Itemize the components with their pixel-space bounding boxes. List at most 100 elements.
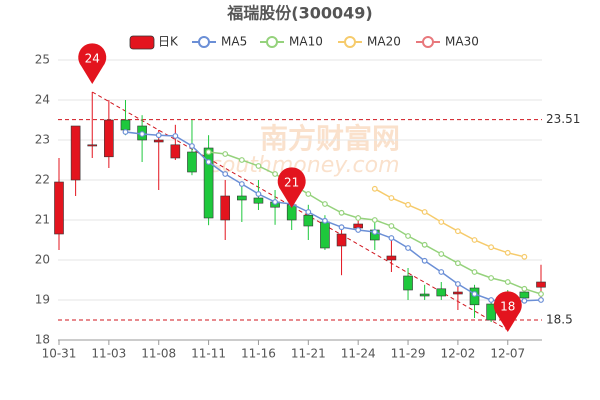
ma-point bbox=[355, 227, 362, 233]
ma-point bbox=[521, 297, 528, 304]
ma-point bbox=[272, 199, 278, 205]
ma-point bbox=[371, 229, 378, 235]
ma-point bbox=[405, 233, 411, 239]
ma-point bbox=[222, 151, 229, 157]
candle-body bbox=[419, 293, 430, 297]
candle-body bbox=[87, 144, 98, 147]
ma-point bbox=[272, 171, 278, 177]
x-tick-label: 11-03 bbox=[91, 347, 126, 361]
plot: 18 19 20 21 22 23 24 25 10-31 11-03 11-08 11-11 11-1… bbox=[35, 35, 581, 361]
marker-pin bbox=[277, 167, 306, 208]
x-tick-label: 11-24 bbox=[341, 347, 376, 361]
x-tick-label: 12-07 bbox=[490, 347, 525, 361]
watermark: southmoney.com bbox=[210, 153, 399, 178]
candle-body bbox=[436, 288, 447, 297]
ma-point bbox=[504, 249, 511, 256]
legend-swatch bbox=[344, 36, 356, 48]
ma-point bbox=[488, 275, 495, 281]
y-tick-label: 21 bbox=[35, 213, 50, 227]
ma-point bbox=[471, 269, 478, 275]
watermark: 南方财富网 bbox=[260, 122, 400, 155]
candle-body bbox=[203, 147, 214, 219]
ma-line bbox=[374, 188, 525, 258]
marker-pin bbox=[78, 43, 107, 84]
ma-point bbox=[488, 297, 495, 303]
marker-pin bbox=[493, 291, 522, 332]
ma-point bbox=[205, 159, 212, 165]
candle-body bbox=[54, 181, 64, 235]
ma-point bbox=[139, 131, 146, 137]
legend-label: MA5 bbox=[221, 35, 247, 49]
ma-point bbox=[454, 260, 461, 267]
ma-point bbox=[238, 157, 245, 163]
ma-point bbox=[255, 163, 262, 169]
ma-point bbox=[471, 237, 478, 243]
ma-point bbox=[371, 185, 378, 192]
ma-point bbox=[155, 132, 162, 139]
ma-point bbox=[471, 291, 478, 297]
candle-body bbox=[104, 119, 114, 158]
y-tick-label: 19 bbox=[35, 293, 50, 307]
ma-point bbox=[371, 217, 378, 223]
x-tick-label: 11-16 bbox=[241, 347, 276, 361]
ma-point bbox=[238, 181, 245, 187]
candle-body bbox=[519, 291, 530, 299]
candle-body bbox=[187, 151, 197, 173]
marker-label: 21 bbox=[284, 176, 299, 190]
ma-point bbox=[355, 215, 362, 221]
reference-label: 23.51 bbox=[546, 112, 580, 126]
legend-label: 日K bbox=[158, 35, 179, 49]
candle-body bbox=[153, 139, 164, 143]
ma-point bbox=[538, 291, 544, 297]
legend-label: MA30 bbox=[445, 35, 479, 49]
x-tick-label: 11-08 bbox=[141, 347, 176, 361]
ma-point bbox=[122, 129, 129, 135]
legend-swatch bbox=[266, 36, 278, 48]
ma-point bbox=[438, 251, 445, 257]
ma-point bbox=[438, 269, 445, 275]
legend-label: MA20 bbox=[367, 35, 401, 49]
candle-body bbox=[320, 221, 330, 249]
ma-point bbox=[521, 285, 528, 292]
ma-point bbox=[438, 219, 445, 225]
ma-point bbox=[405, 201, 411, 208]
ma-point bbox=[521, 253, 528, 260]
y-tick-label: 18 bbox=[35, 333, 50, 347]
y-tick-label: 20 bbox=[35, 253, 50, 267]
ma-point bbox=[189, 143, 195, 149]
ma-point bbox=[388, 235, 395, 241]
x-tick-label: 11-11 bbox=[191, 347, 226, 361]
x-tick-label: 11-21 bbox=[291, 347, 326, 361]
candle-body bbox=[237, 195, 247, 201]
ma-line bbox=[125, 131, 542, 303]
candle-body bbox=[453, 291, 463, 295]
ma-point bbox=[305, 191, 312, 197]
x-tick-label: 11-29 bbox=[391, 347, 426, 361]
ma-point bbox=[405, 245, 411, 251]
legend-swatch bbox=[422, 36, 434, 48]
ma-point bbox=[305, 209, 312, 215]
candle-body bbox=[536, 281, 546, 288]
marker-label: 24 bbox=[85, 52, 100, 66]
x-tick-label: 12-02 bbox=[440, 347, 475, 361]
ma-point bbox=[454, 281, 461, 287]
candle-body bbox=[336, 233, 347, 247]
ma-point bbox=[538, 297, 544, 303]
candle-body bbox=[253, 197, 264, 204]
candle-body bbox=[120, 119, 131, 131]
candle-body bbox=[170, 144, 181, 159]
candle-body bbox=[403, 275, 413, 291]
candle-body bbox=[386, 255, 397, 261]
ma-point bbox=[454, 228, 461, 235]
ma-point bbox=[255, 191, 262, 197]
ma-point bbox=[421, 209, 428, 215]
ma-point bbox=[388, 223, 395, 229]
ma-point bbox=[421, 257, 428, 264]
ma-point bbox=[172, 133, 179, 139]
y-tick-label: 25 bbox=[35, 53, 50, 67]
ma-point bbox=[504, 279, 511, 285]
ma-point bbox=[338, 209, 345, 216]
ma-point bbox=[222, 171, 229, 177]
y-tick-label: 23 bbox=[35, 133, 50, 147]
